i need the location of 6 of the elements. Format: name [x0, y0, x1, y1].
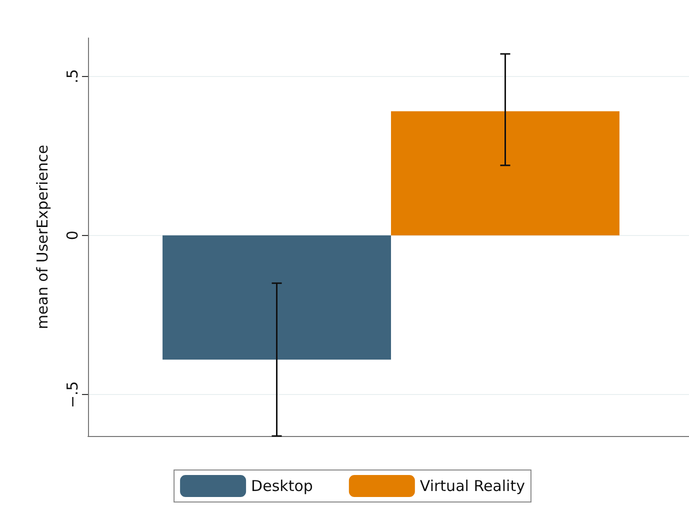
legend-label: Desktop: [251, 477, 313, 495]
y-tick-label: −.5: [64, 381, 82, 408]
y-axis-title: mean of UserExperience: [34, 144, 52, 330]
legend-label: Virtual Reality: [420, 477, 526, 495]
y-tick-label: 0: [64, 230, 82, 240]
y-tick-label: .5: [64, 69, 82, 84]
